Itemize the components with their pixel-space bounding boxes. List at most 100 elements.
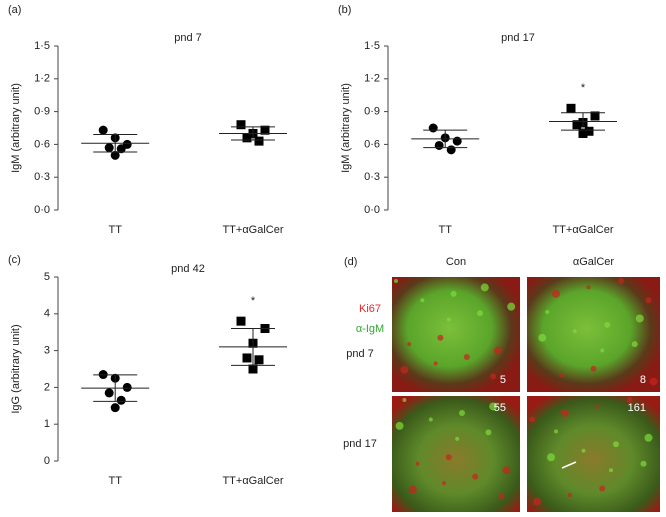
y-tick-label: 4 [44, 308, 50, 320]
significance-marker: * [581, 82, 586, 94]
cell-speck [445, 454, 452, 461]
cell-speck [645, 297, 652, 304]
cell-speck [529, 416, 536, 423]
cell-speck [408, 485, 417, 494]
cell-speck [590, 365, 597, 372]
cell-speck [428, 417, 433, 422]
cell-speck [502, 466, 511, 475]
cell-speck [581, 448, 586, 453]
data-point [110, 403, 120, 413]
cell-speck [626, 397, 633, 403]
cell-speck [472, 473, 479, 480]
cell-speck [560, 408, 569, 417]
cell-speck [609, 468, 613, 473]
cell-speck [415, 461, 420, 466]
chart-title: pnd 17 [501, 32, 535, 44]
data-point [236, 316, 246, 326]
y-tick-label: 0·6 [34, 138, 50, 150]
cell-speck [494, 346, 502, 355]
data-point [584, 126, 594, 136]
data-point [254, 136, 264, 146]
data-point [242, 353, 252, 363]
x-tick-label: TT [108, 475, 122, 487]
cell-speck [485, 429, 492, 436]
y-tick-label: 2 [44, 381, 50, 393]
y-tick-label: 1·5 [34, 40, 50, 52]
y-tick-label: 0·6 [364, 138, 380, 150]
cell-speck [554, 429, 558, 434]
micrograph [392, 277, 520, 392]
cell-speck [545, 310, 550, 315]
y-tick-label: 0·9 [364, 106, 380, 118]
cell-speck [463, 353, 470, 360]
x-tick-label: TT+αGalCer [222, 224, 283, 236]
y-tick-label: 1·2 [364, 73, 380, 85]
panel-label: (d) [344, 256, 357, 268]
cell-speck [613, 441, 619, 448]
column-label: Con [446, 256, 466, 268]
cell-speck [649, 377, 658, 386]
data-point [242, 133, 252, 143]
y-tick-label: 1·2 [34, 73, 50, 85]
chart-title: pnd 7 [174, 32, 202, 44]
cell-speck [604, 321, 611, 328]
cell-speck [631, 341, 638, 348]
cell-speck [480, 283, 489, 292]
cell-speck [400, 365, 409, 374]
cell-speck [420, 298, 425, 303]
data-point [260, 125, 270, 135]
stain-label: α-IgM [356, 323, 384, 335]
cell-speck [567, 493, 572, 498]
cell-speck [394, 279, 398, 283]
column-label: αGalCer [573, 256, 615, 268]
cell-speck [600, 348, 605, 353]
data-point [572, 120, 582, 130]
cell-speck [442, 481, 446, 486]
cell-count: 5 [500, 374, 506, 386]
y-tick-label: 0·0 [34, 204, 50, 216]
significance-marker: * [251, 295, 256, 307]
panel-label: (c) [8, 254, 21, 266]
cell-speck [635, 314, 644, 323]
row-label: pnd 7 [346, 348, 374, 360]
data-point [236, 120, 246, 130]
data-point [434, 140, 444, 150]
cell-speck [572, 329, 577, 334]
cell-speck [599, 485, 606, 492]
data-point [590, 111, 600, 121]
y-axis-label: IgG (arbitrary unit) [10, 324, 22, 413]
cell-speck [595, 404, 600, 409]
cell-speck [552, 289, 560, 298]
data-point [566, 103, 576, 113]
y-tick-label: 5 [44, 271, 50, 283]
cell-speck [547, 453, 555, 462]
cell-speck [538, 333, 547, 342]
y-tick-label: 0·0 [364, 204, 380, 216]
row-label: pnd 17 [343, 438, 377, 450]
y-tick-label: 0·9 [34, 106, 50, 118]
data-point [104, 388, 114, 398]
cell-speck [489, 402, 498, 411]
data-point [110, 150, 120, 160]
y-tick-label: 0·3 [364, 171, 380, 183]
cell-speck [498, 493, 505, 500]
cell-speck [618, 278, 624, 284]
y-tick-label: 0·3 [34, 171, 50, 183]
data-point [452, 136, 462, 146]
panel-label: (b) [338, 4, 351, 16]
data-point [116, 144, 126, 154]
cell-speck [437, 334, 444, 341]
stain-label: Ki67 [359, 303, 381, 315]
y-tick-label: 0 [44, 455, 50, 467]
x-tick-label: TT [438, 224, 452, 236]
cell-speck [433, 361, 438, 366]
arrow [561, 461, 577, 469]
cell-speck [586, 285, 591, 290]
cell-speck [459, 409, 465, 416]
cell-speck [407, 342, 412, 347]
cell-speck [450, 290, 457, 297]
cell-speck [644, 433, 653, 442]
data-point [578, 128, 588, 138]
y-tick-label: 3 [44, 345, 50, 357]
